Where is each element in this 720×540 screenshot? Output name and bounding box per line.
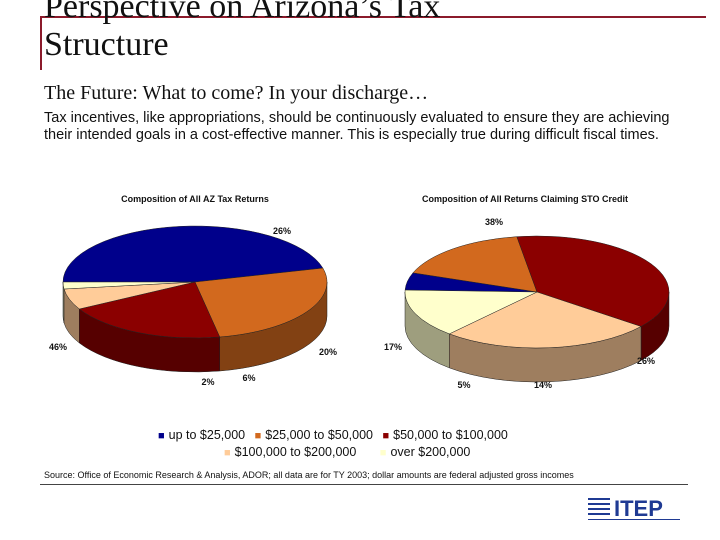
source-divider	[40, 484, 688, 485]
legend-item-1: ■ up to $25,000	[158, 428, 245, 442]
pie-1-label-4: 6%	[242, 373, 255, 383]
pie-1-slice-1	[62, 225, 324, 283]
pie-2-slice-4	[448, 291, 642, 349]
legend-swatch-3: ■	[382, 430, 390, 442]
legend-item-3: ■ $50,000 to $100,000	[383, 428, 508, 442]
title-frame-left	[40, 16, 42, 70]
legend-swatch-1: ■	[158, 430, 165, 442]
pie-1-label-1: 46%	[49, 342, 67, 352]
pie-2-label-2: 17%	[384, 342, 402, 352]
legend-label-1: up to $25,000	[168, 428, 246, 442]
pie-2-slice-5	[404, 289, 538, 335]
itep-logo: ITEP	[588, 496, 680, 521]
legend-swatch-5: ■	[379, 447, 387, 459]
pie-2-label-4: 26%	[637, 356, 655, 366]
pie-1-label-3: 20%	[319, 347, 337, 357]
legend-label-2: $25,000 to $50,000	[265, 428, 374, 442]
pie-1-slice-3	[78, 281, 221, 339]
slide-title: Perspective on Arizona’s Tax Structure	[44, 0, 441, 63]
pie-2-slice-3	[516, 235, 670, 327]
title-frame-top	[40, 16, 706, 18]
slide-body: Tax incentives, like appropriations, sho…	[44, 110, 670, 143]
legend-label-5: over $200,000	[390, 445, 471, 459]
legend-item-5: ■ over $200,000	[380, 445, 471, 459]
legend-item-2: ■ $25,000 to $50,000	[255, 428, 373, 442]
slide-subtitle: The Future: What to come? In your discha…	[44, 82, 429, 104]
pie-chart-1: Composition of All AZ Tax Returns 46% 26% 2…	[49, 194, 337, 387]
pie-2-label-5: 14%	[534, 380, 552, 390]
pie-chart-1-title: Composition of All AZ Tax Returns	[121, 194, 269, 204]
pie-2-label-1: 5%	[457, 380, 470, 390]
pie-1-label-2: 26%	[273, 226, 291, 236]
pie-2-slice-2	[412, 236, 538, 293]
legend-label-3: $50,000 to $100,000	[393, 428, 508, 442]
source-note: Source: Office of Economic Research & An…	[44, 470, 574, 480]
pie-1-slice-5	[62, 281, 196, 290]
legend-label-4: $100,000 to $200,000	[234, 445, 357, 459]
pie-1-slice-2	[194, 267, 328, 338]
pie-chart-2: Composition of All Returns Claiming STO …	[384, 194, 670, 390]
legend-row-2: ■ $100,000 to $200,000 ■ over $200,000	[224, 445, 470, 459]
pie-1-label-5: 2%	[201, 377, 214, 387]
pie-2-label-3: 38%	[485, 217, 503, 227]
logo-text: ITEP	[614, 496, 663, 521]
pie-chart-2-title: Composition of All Returns Claiming STO …	[422, 194, 628, 204]
pie-charts: Composition of All AZ Tax Returns 46% 26% 2…	[49, 194, 670, 390]
legend-swatch-2: ■	[254, 430, 262, 442]
legend-item-4: ■ $100,000 to $200,000	[224, 445, 356, 459]
legend-swatch-4: ■	[224, 447, 231, 459]
legend-row-1: ■ up to $25,000 ■ $25,000 to $50,000 ■ $50,…	[158, 428, 508, 442]
